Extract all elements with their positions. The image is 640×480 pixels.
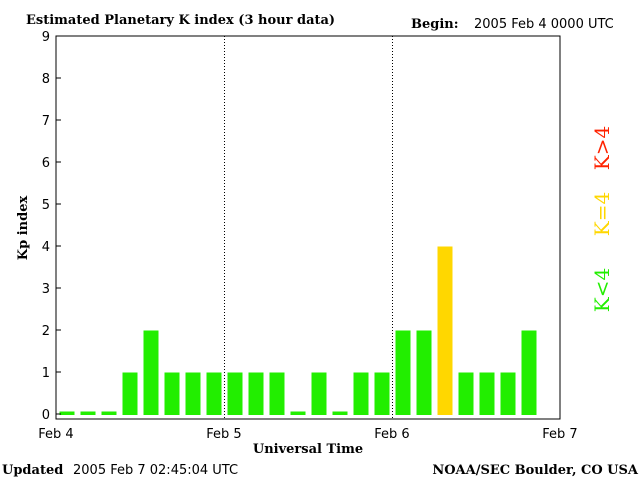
legend-k-equal-4: K=4 [590, 192, 614, 236]
kp-bar [227, 372, 243, 415]
kp-bar [395, 330, 411, 415]
begin-value: 2005 Feb 4 0000 UTC [474, 17, 614, 32]
kp-bar [164, 372, 180, 415]
x-tick-label: Feb 7 [542, 427, 577, 442]
kp-bar [458, 372, 474, 415]
kp-bar [269, 372, 285, 415]
y-tick-label: 8 [42, 72, 50, 87]
kp-bar [122, 372, 138, 415]
kp-bar [143, 330, 159, 415]
source-credit: NOAA/SEC Boulder, CO USA [432, 463, 639, 478]
y-tick-label: 0 [42, 408, 50, 423]
kp-bar [59, 411, 75, 415]
x-tick-label: Feb 6 [374, 427, 409, 442]
y-tick-label: 6 [42, 156, 50, 171]
kp-bar [437, 246, 453, 415]
kp-bar [248, 372, 264, 415]
legend-k-greater-4: K>4 [590, 126, 614, 170]
plot-frame [55, 35, 561, 420]
x-axis-label: Universal Time [253, 442, 363, 457]
kp-bar [185, 372, 201, 415]
kp-bar [500, 372, 516, 415]
y-tick-label: 2 [42, 324, 50, 339]
kp-bar [311, 372, 327, 415]
y-tick-label: 9 [42, 30, 50, 45]
updated-value: 2005 Feb 7 02:45:04 UTC [73, 463, 238, 478]
kp-bar [206, 372, 222, 415]
x-axis-ticks: Feb 4 Feb 5 Feb 6 Feb 7 [38, 427, 577, 442]
kp-bar [290, 411, 306, 415]
y-axis-label: Kp index [16, 196, 31, 261]
kp-bar [101, 411, 117, 415]
kp-bar [521, 330, 537, 415]
y-axis-ticks: 0 1 2 3 4 5 6 7 8 9 [42, 30, 61, 423]
kp-bar [479, 372, 495, 415]
kp-bar [80, 411, 96, 415]
x-tick-label: Feb 5 [206, 427, 241, 442]
updated-label: Updated [2, 463, 63, 478]
x-tick-label: Feb 4 [38, 427, 73, 442]
y-tick-label: 5 [42, 198, 50, 213]
kp-bar [332, 411, 348, 415]
y-tick-label: 4 [42, 240, 50, 255]
kp-bar [416, 330, 432, 415]
y-tick-label: 3 [42, 282, 50, 297]
y-tick-label: 7 [42, 114, 50, 129]
kp-bar [374, 372, 390, 415]
chart-title: Estimated Planetary K index (3 hour data… [26, 13, 335, 28]
bar-group [59, 246, 537, 415]
kp-bar [353, 372, 369, 415]
y-tick-label: 1 [42, 366, 50, 381]
begin-label: Begin: [411, 17, 459, 32]
legend-k-less-4: K<4 [590, 268, 614, 312]
